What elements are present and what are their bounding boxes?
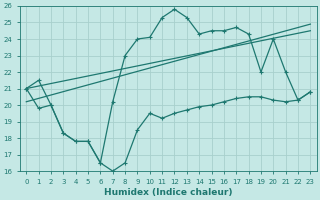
X-axis label: Humidex (Indice chaleur): Humidex (Indice chaleur): [104, 188, 233, 197]
